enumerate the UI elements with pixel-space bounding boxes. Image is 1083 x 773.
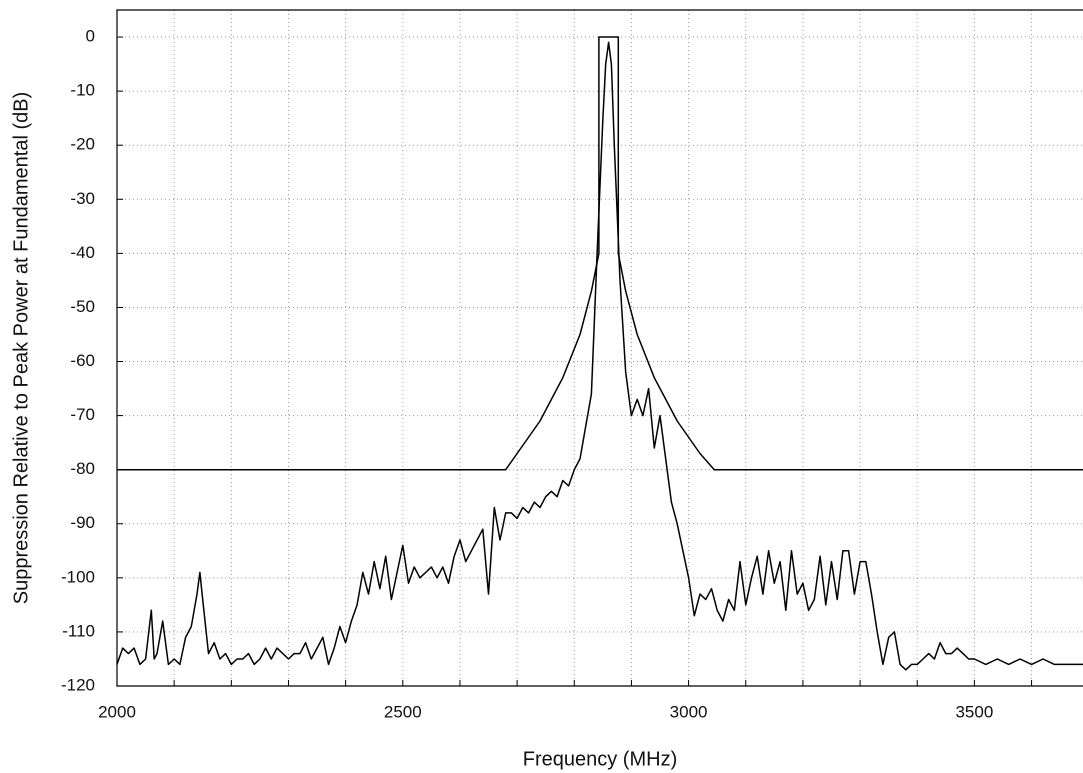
y-tick-label: -50 (70, 297, 95, 316)
y-tick-label: -110 (62, 621, 95, 640)
x-tick-label: 2000 (98, 702, 136, 721)
x-tick-label: 3500 (955, 702, 993, 721)
y-tick-label: -70 (70, 405, 95, 424)
y-tick-label: 0 (86, 27, 95, 46)
y-tick-label: -80 (70, 459, 95, 478)
series-line (116, 41, 1083, 671)
series-line (117, 36, 1083, 471)
y-tick-label: -90 (70, 513, 95, 532)
y-tick-label: -30 (70, 189, 95, 208)
y-tick-label: -10 (70, 81, 95, 100)
x-tick-label: 3000 (670, 702, 708, 721)
y-tick-label: -120 (61, 675, 95, 694)
y-tick-label: -40 (70, 243, 95, 262)
plot-frame (116, 9, 1083, 687)
y-tick-label: -20 (70, 135, 95, 154)
y-tick-label: -60 (70, 351, 95, 370)
x-tick-label: 2500 (384, 702, 422, 721)
y-axis-label: Suppression Relative to Peak Power at Fu… (10, 92, 32, 605)
y-tick-label: -100 (61, 567, 95, 586)
x-axis-label: Frequency (MHz) (523, 748, 677, 770)
